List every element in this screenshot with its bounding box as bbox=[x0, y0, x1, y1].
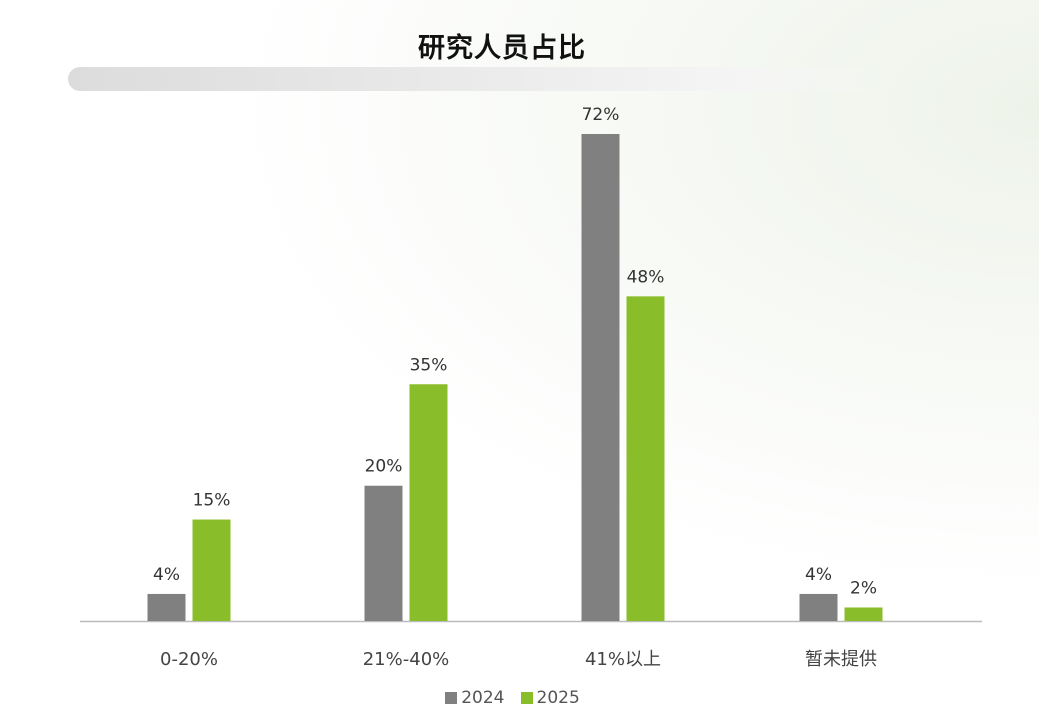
bar-2024-2 bbox=[581, 134, 620, 621]
bar-2025-0 bbox=[192, 519, 231, 621]
data-label-2025-1: 35% bbox=[410, 355, 448, 375]
x-tick-label-0: 0-20% bbox=[160, 649, 218, 670]
legend-swatch-2024 bbox=[445, 692, 458, 704]
data-label-2024-1: 20% bbox=[365, 457, 403, 477]
legend: 2024 2025 bbox=[0, 688, 1039, 708]
legend-item-2024: 2024 bbox=[445, 688, 505, 708]
bar-2025-1 bbox=[409, 384, 448, 621]
bar-2024-0 bbox=[147, 593, 186, 621]
data-label-2025-2: 48% bbox=[627, 267, 665, 287]
bar-2024-3 bbox=[799, 593, 838, 621]
x-tick-label-1: 21%-40% bbox=[363, 649, 450, 670]
bar-2025-3 bbox=[844, 607, 883, 621]
data-label-2024-0: 4% bbox=[153, 565, 180, 585]
legend-swatch-2025 bbox=[520, 692, 533, 704]
legend-item-2025: 2025 bbox=[520, 688, 580, 708]
x-tick-label-3: 暂未提供 bbox=[805, 649, 877, 670]
x-tick-label-2: 41%以上 bbox=[585, 649, 661, 670]
bar-2025-2 bbox=[626, 296, 665, 621]
title-underline-band bbox=[68, 67, 908, 91]
data-label-2025-0: 15% bbox=[193, 491, 231, 511]
data-label-2025-3: 2% bbox=[850, 578, 877, 598]
legend-label-2024: 2024 bbox=[461, 688, 505, 708]
data-label-2024-3: 4% bbox=[805, 565, 832, 585]
chart-title: 研究人员占比 bbox=[418, 33, 586, 64]
legend-label-2025: 2025 bbox=[536, 688, 580, 708]
data-label-2024-2: 72% bbox=[582, 105, 620, 125]
bar-2024-1 bbox=[364, 485, 403, 621]
